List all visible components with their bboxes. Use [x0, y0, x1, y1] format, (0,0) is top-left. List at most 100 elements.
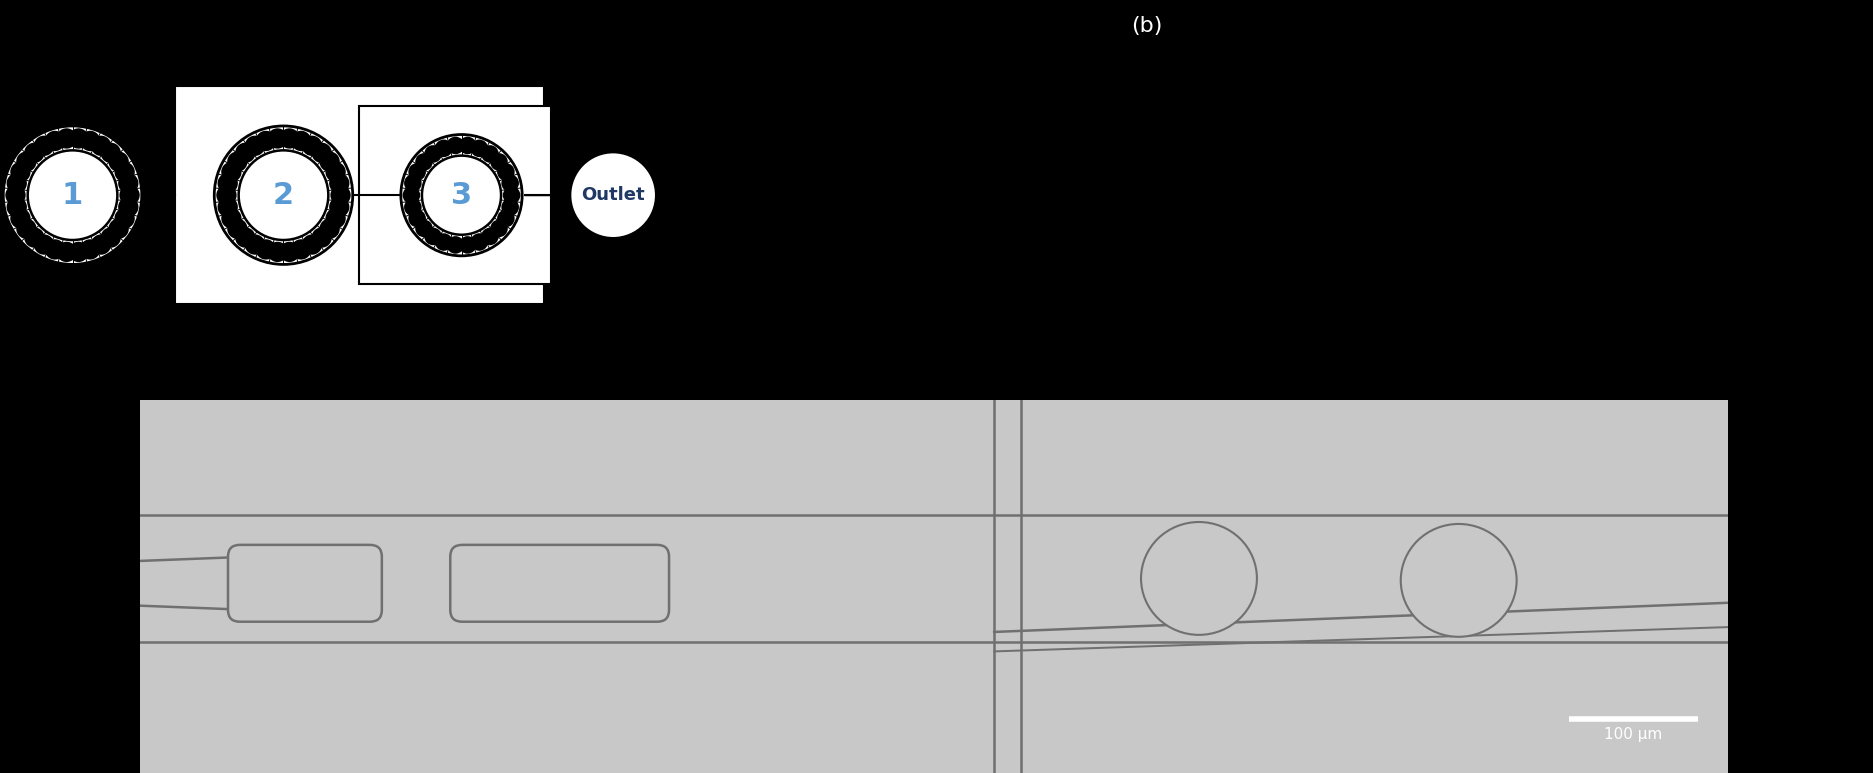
Circle shape — [290, 240, 311, 260]
Text: (b): (b) — [1131, 15, 1163, 36]
Circle shape — [67, 242, 88, 262]
Circle shape — [268, 128, 288, 148]
Text: (a): (a) — [13, 43, 45, 63]
Circle shape — [403, 186, 420, 204]
Circle shape — [92, 234, 111, 255]
Circle shape — [446, 236, 465, 254]
Circle shape — [114, 208, 135, 229]
Circle shape — [17, 152, 37, 172]
Circle shape — [502, 186, 521, 204]
Circle shape — [408, 209, 425, 227]
Circle shape — [330, 197, 350, 217]
Circle shape — [302, 135, 322, 156]
Circle shape — [217, 173, 238, 193]
Circle shape — [481, 227, 498, 245]
Circle shape — [24, 227, 45, 247]
Circle shape — [215, 185, 236, 206]
Text: Outlet: Outlet — [581, 186, 644, 204]
Circle shape — [435, 233, 453, 250]
Circle shape — [311, 143, 332, 163]
Circle shape — [496, 163, 515, 181]
Circle shape — [446, 137, 465, 155]
Circle shape — [17, 219, 37, 239]
Circle shape — [491, 153, 508, 171]
Circle shape — [45, 131, 66, 151]
Circle shape — [330, 173, 350, 193]
Text: 100 μm: 100 μm — [1605, 727, 1663, 742]
Circle shape — [9, 162, 30, 182]
Circle shape — [101, 227, 122, 247]
Circle shape — [320, 219, 339, 239]
Circle shape — [491, 220, 508, 237]
Circle shape — [290, 131, 311, 151]
Bar — [174, 87, 543, 304]
Circle shape — [227, 152, 247, 172]
Circle shape — [470, 233, 489, 250]
Circle shape — [81, 240, 101, 260]
Circle shape — [101, 143, 122, 163]
Circle shape — [459, 236, 476, 254]
Circle shape — [92, 135, 111, 156]
Circle shape — [481, 145, 498, 163]
Circle shape — [502, 199, 519, 216]
Circle shape — [330, 185, 350, 206]
Circle shape — [114, 162, 135, 182]
Text: 1: 1 — [62, 181, 82, 209]
Circle shape — [416, 153, 433, 171]
Circle shape — [24, 143, 45, 163]
Circle shape — [401, 135, 523, 256]
Circle shape — [6, 185, 26, 206]
Circle shape — [238, 151, 328, 240]
Circle shape — [217, 197, 238, 217]
Circle shape — [7, 173, 26, 193]
Circle shape — [326, 208, 347, 229]
Circle shape — [320, 152, 339, 172]
Circle shape — [311, 227, 332, 247]
Circle shape — [502, 175, 519, 192]
Circle shape — [279, 242, 300, 262]
Circle shape — [569, 152, 656, 238]
FancyBboxPatch shape — [229, 545, 382, 621]
Circle shape — [302, 234, 322, 255]
Bar — [360, 106, 551, 284]
Circle shape — [34, 234, 54, 255]
Circle shape — [326, 162, 347, 182]
Circle shape — [236, 227, 255, 247]
Circle shape — [227, 219, 247, 239]
Circle shape — [279, 128, 300, 148]
Circle shape — [425, 145, 442, 163]
Circle shape — [9, 208, 30, 229]
Circle shape — [245, 234, 266, 255]
Circle shape — [435, 140, 453, 157]
Circle shape — [405, 175, 421, 192]
Circle shape — [408, 163, 425, 181]
Circle shape — [4, 126, 142, 264]
Circle shape — [118, 173, 139, 193]
Circle shape — [81, 131, 101, 151]
Circle shape — [470, 140, 489, 157]
Circle shape — [34, 135, 54, 156]
Circle shape — [257, 240, 275, 260]
Circle shape — [221, 208, 242, 229]
Circle shape — [416, 220, 433, 237]
Circle shape — [268, 242, 288, 262]
Circle shape — [109, 152, 129, 172]
Circle shape — [118, 197, 139, 217]
Circle shape — [28, 151, 118, 240]
Circle shape — [425, 227, 442, 245]
Circle shape — [7, 197, 26, 217]
Circle shape — [56, 128, 77, 148]
Circle shape — [1141, 522, 1257, 635]
Circle shape — [1401, 524, 1517, 637]
Circle shape — [496, 209, 515, 227]
FancyBboxPatch shape — [450, 545, 669, 621]
Circle shape — [56, 242, 77, 262]
Circle shape — [67, 128, 88, 148]
Text: 3: 3 — [451, 181, 472, 209]
Circle shape — [109, 219, 129, 239]
Circle shape — [405, 199, 421, 216]
Circle shape — [221, 162, 242, 182]
Circle shape — [245, 135, 266, 156]
Circle shape — [421, 155, 502, 235]
Circle shape — [214, 126, 352, 264]
